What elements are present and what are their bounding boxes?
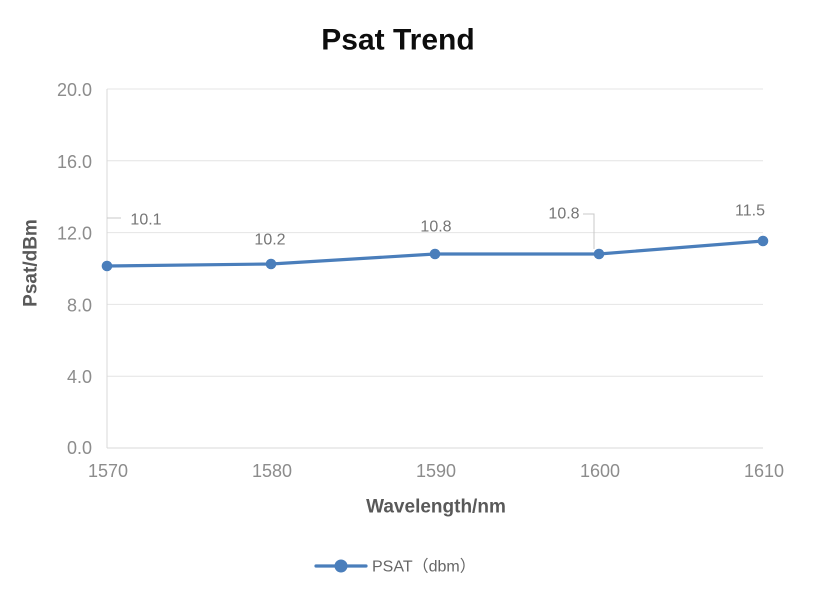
x-axis-tick-labels: 1570 1580 1590 1600 1610 (88, 461, 784, 481)
x-tick-label-1580: 1580 (252, 461, 292, 481)
leader-line-1600 (583, 213, 595, 249)
y-tick-label-4: 4.0 (67, 367, 92, 387)
marker-1600 (593, 248, 605, 260)
y-tick-label-12: 12.0 (57, 224, 92, 244)
marker-1610 (757, 235, 769, 247)
data-label-1610: 11.5 (735, 203, 765, 220)
chart-title: Psat Trend (321, 24, 474, 57)
legend: PSAT（dbm） (314, 558, 476, 576)
data-label-1570: 10.1 (130, 212, 161, 229)
marker-1580 (265, 258, 277, 270)
y-axis-title: Psat/dBm (21, 219, 42, 307)
legend-marker-icon (334, 559, 348, 573)
x-tick-label-1600: 1600 (580, 461, 620, 481)
x-tick-label-1610: 1610 (744, 461, 784, 481)
data-label-1580: 10.2 (254, 232, 285, 249)
data-label-1590: 10.8 (420, 219, 451, 236)
data-labels: 10.1 10.2 10.8 10.8 11.5 (130, 203, 765, 249)
gridlines (107, 88, 763, 377)
series-markers (101, 235, 769, 272)
x-axis-title: Wavelength/nm (366, 497, 506, 518)
y-tick-label-8: 8.0 (67, 295, 92, 315)
legend-label: PSAT（dbm） (372, 558, 476, 576)
data-label-1600: 10.8 (548, 206, 579, 223)
y-tick-label-16: 16.0 (57, 152, 92, 172)
x-tick-label-1570: 1570 (88, 461, 128, 481)
marker-1590 (429, 248, 441, 260)
y-tick-label-20: 20.0 (57, 80, 92, 100)
x-tick-label-1590: 1590 (416, 461, 456, 481)
y-tick-label-0: 0.0 (67, 438, 92, 458)
marker-1570 (101, 260, 113, 272)
y-axis-tick-labels: 20.0 16.0 12.0 8.0 4.0 0.0 (57, 80, 92, 458)
